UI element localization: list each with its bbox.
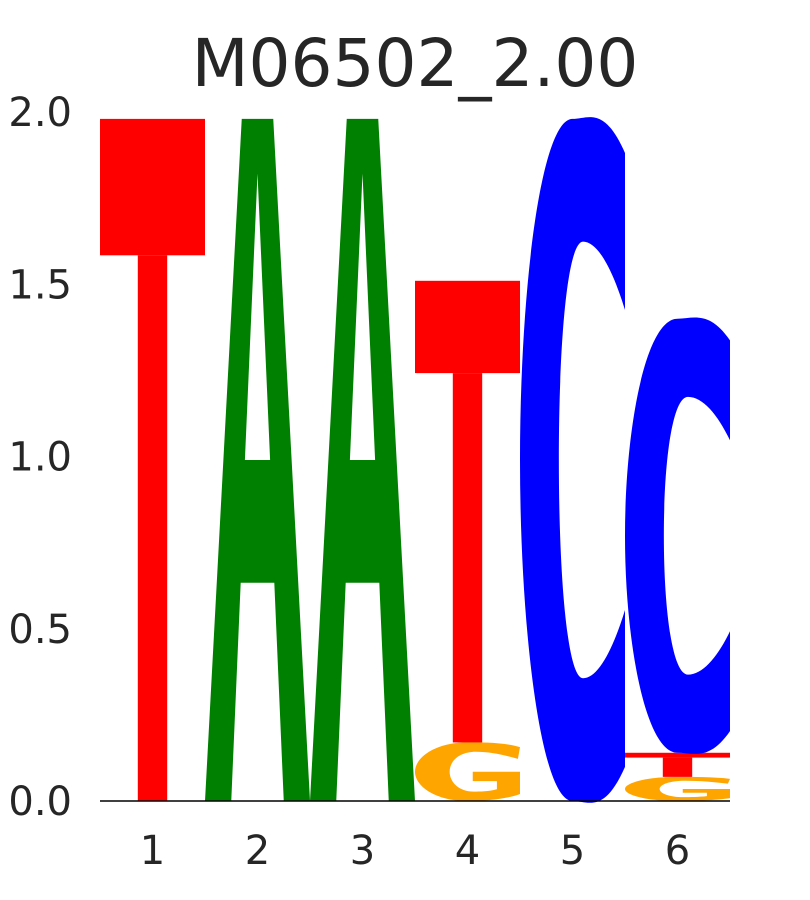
logo-letter-g	[415, 742, 520, 801]
logo-letter-g	[625, 776, 730, 801]
logo-letter-a	[205, 118, 310, 801]
x-tick-label: 2	[245, 828, 270, 874]
logo-letter-t	[100, 118, 205, 801]
letter-stacks	[100, 117, 730, 803]
y-tick-label: 1.5	[8, 262, 72, 308]
y-axis: 0.0 0.5 1.0 1.5 2.0	[8, 90, 72, 825]
x-axis: 1 2 3 4 5 6	[140, 828, 690, 874]
logo-letter-t	[415, 280, 520, 743]
logo-letter-c	[625, 317, 730, 754]
y-tick-label: 0.5	[8, 607, 72, 653]
x-tick-label: 4	[455, 828, 480, 874]
logo-letter-c	[520, 117, 625, 803]
y-tick-label: 2.0	[8, 90, 72, 136]
logo-letter-a	[310, 118, 415, 801]
y-tick-label: 1.0	[8, 435, 72, 481]
x-tick-label: 6	[665, 828, 690, 874]
logo-letter-t	[625, 752, 730, 777]
x-tick-label: 5	[560, 828, 585, 874]
x-tick-label: 1	[140, 828, 165, 874]
x-tick-label: 3	[350, 828, 375, 874]
chart-title: M06502_2.00	[192, 25, 639, 102]
y-tick-label: 0.0	[8, 779, 72, 825]
